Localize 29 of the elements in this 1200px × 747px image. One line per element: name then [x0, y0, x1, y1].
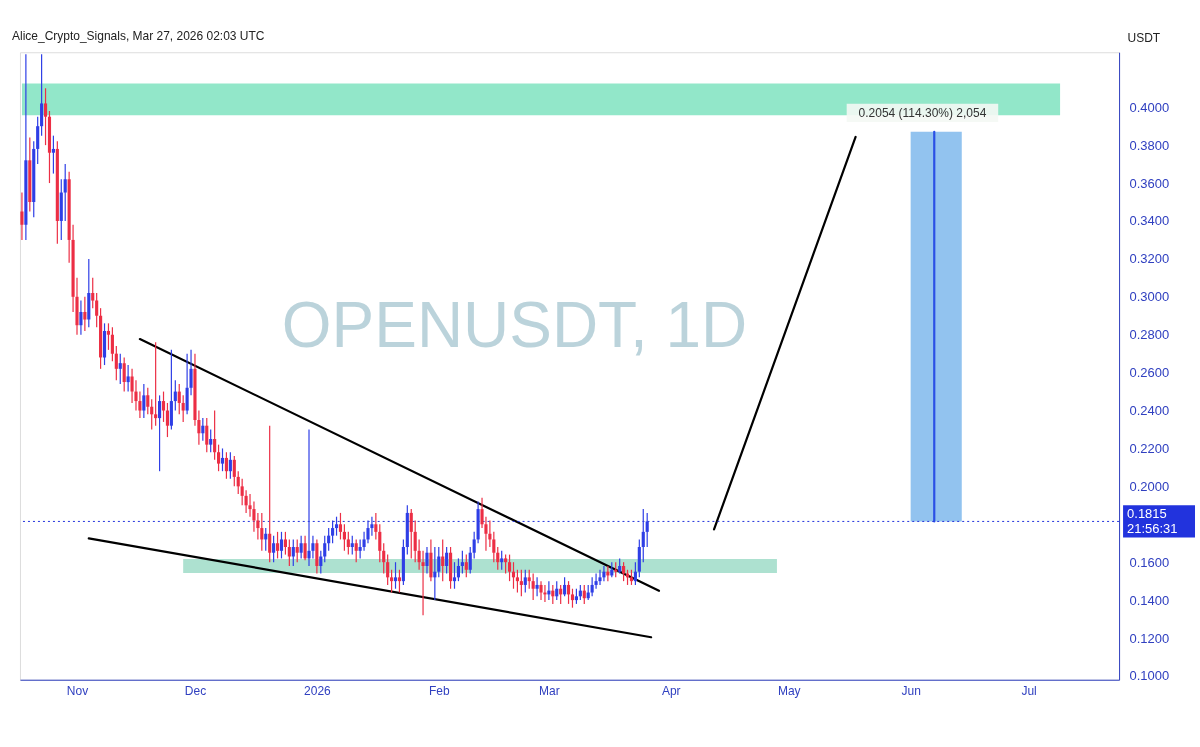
y-tick-label: 0.2600 — [1129, 365, 1170, 381]
x-tick-label: Mar — [539, 684, 560, 699]
x-tick-label: Nov — [66, 684, 89, 699]
y-tick-label: 0.1200 — [1129, 630, 1170, 646]
annotation: 0.2054 (114.30%) 2,054 — [858, 105, 987, 120]
x-tick-label: 2026 — [304, 684, 332, 699]
x-tick-label: Apr — [661, 684, 681, 699]
y-tick-label: 0.2200 — [1129, 440, 1170, 456]
x-tick-label: Feb — [428, 684, 450, 699]
y-tick-label: 0.3000 — [1129, 289, 1170, 305]
y-tick-label: 0.2000 — [1129, 478, 1170, 494]
y-tick-label: 0.1600 — [1129, 554, 1170, 570]
y-tick-label: 0.3200 — [1129, 251, 1170, 267]
y-tick-label: 0.3400 — [1129, 213, 1170, 229]
y-axis-title: USDT — [1127, 30, 1161, 45]
y-tick-label: 0.1000 — [1129, 668, 1170, 684]
text: OPENUSDT, 1D — [281, 289, 748, 362]
x-tick-label: Jul — [1021, 684, 1037, 699]
ref-line-label: 0.1815 21:56:31 — [1127, 506, 1178, 537]
y-tick-label: 0.1400 — [1129, 592, 1170, 608]
y-tick-label: 0.2400 — [1129, 403, 1170, 419]
y-tick-label: 0.4000 — [1129, 99, 1170, 115]
y-tick-label: 0.2800 — [1129, 327, 1170, 343]
x-tick-label: May — [777, 684, 801, 699]
x-tick-label: Dec — [184, 684, 207, 699]
x-tick-label: Jun — [901, 684, 921, 699]
y-tick-label: 0.3800 — [1129, 137, 1170, 153]
y-tick-label: 0.3600 — [1129, 175, 1170, 191]
text: Alice_Crypto_Signals, Mar 27, 2026 02:03 UTC — [11, 29, 265, 44]
